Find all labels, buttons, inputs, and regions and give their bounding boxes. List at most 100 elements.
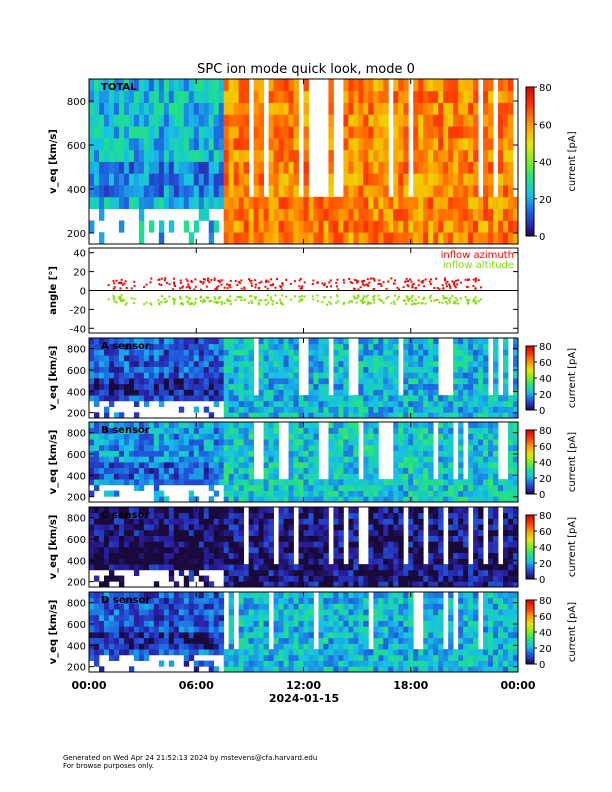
heatmap-cell	[178, 137, 185, 151]
altitude-point	[404, 303, 407, 305]
heatmap-cell	[98, 558, 105, 565]
altitude-point	[343, 301, 345, 304]
y-tick-label: 600	[67, 535, 86, 546]
heatmap-cell	[458, 196, 464, 210]
azimuth-point	[298, 285, 301, 288]
azimuth-point	[120, 281, 123, 284]
heatmap-cell	[313, 512, 319, 519]
heatmap-cell	[343, 400, 349, 407]
heatmap-cell	[283, 220, 289, 233]
heatmap-cell	[138, 433, 145, 440]
heatmap-cell	[118, 518, 125, 525]
heatmap-cell	[513, 349, 519, 356]
heatmap-cell	[178, 343, 185, 350]
heatmap-cell	[463, 484, 469, 491]
heatmap-cell	[128, 603, 135, 610]
heatmap-cell	[488, 496, 494, 503]
heatmap-cell	[258, 114, 264, 127]
heatmap-cell	[488, 552, 494, 559]
heatmap-cell	[133, 450, 140, 457]
heatmap-cell	[158, 456, 165, 463]
y-axis-label: angle [°]	[48, 266, 59, 315]
heatmap-cell	[273, 126, 279, 139]
heatmap-cell	[89, 343, 95, 350]
heatmap-cell	[103, 355, 110, 362]
heatmap-cell	[473, 220, 479, 233]
heatmap-cell	[213, 90, 220, 103]
heatmap-cell	[98, 456, 105, 463]
heatmap-cell	[193, 535, 200, 542]
heatmap-cell	[313, 412, 319, 419]
heatmap-cell	[208, 185, 215, 198]
heatmap-cell	[148, 529, 155, 536]
heatmap-cell	[493, 383, 499, 390]
heatmap-cell	[473, 389, 479, 396]
heatmap-cell	[383, 389, 389, 396]
heatmap-cell	[438, 479, 444, 486]
heatmap-cell	[443, 126, 449, 139]
altitude-point	[143, 303, 146, 306]
heatmap-cell	[253, 400, 260, 407]
heatmap-cell	[393, 102, 399, 115]
heatmap-cell	[313, 366, 319, 373]
heatmap-cell	[303, 439, 309, 446]
heatmap-cell	[168, 360, 175, 367]
heatmap-cell	[433, 581, 439, 588]
heatmap-cell	[153, 338, 160, 345]
heatmap-cell	[483, 360, 489, 367]
heatmap-cell	[193, 524, 200, 531]
heatmap-cell	[183, 360, 190, 367]
azimuth-point	[215, 288, 218, 291]
heatmap-cell	[308, 564, 314, 571]
azimuth-point	[353, 288, 356, 291]
heatmap-cell	[193, 395, 200, 402]
colorbar-tick-label: 80	[539, 342, 552, 353]
azimuth-point	[181, 285, 184, 288]
heatmap-cell	[183, 366, 190, 373]
heatmap-cell	[418, 541, 424, 548]
heatmap-cell	[148, 90, 155, 103]
heatmap-cell	[313, 406, 319, 413]
heatmap-cell	[168, 614, 175, 621]
heatmap-cell	[183, 427, 190, 434]
heatmap-cell	[313, 575, 319, 582]
heatmap-cell	[148, 456, 155, 463]
heatmap-cell	[118, 444, 125, 451]
heatmap-cell	[383, 479, 389, 486]
heatmap-cell	[178, 450, 185, 457]
heatmap-cell	[218, 529, 225, 536]
heatmap-cell	[303, 490, 309, 497]
heatmap-cell	[213, 444, 220, 451]
heatmap-cell	[418, 512, 424, 519]
heatmap-cell	[128, 349, 135, 356]
heatmap-cell	[428, 389, 434, 396]
heatmap-cell	[393, 149, 399, 162]
heatmap-cell	[118, 114, 125, 127]
heatmap-cell	[303, 126, 309, 139]
heatmap-cell	[293, 220, 299, 233]
heatmap-cell	[93, 389, 100, 396]
heatmap-cell	[198, 360, 205, 367]
heatmap-cell	[378, 581, 384, 588]
heatmap-cell	[223, 196, 230, 210]
heatmap-cell	[438, 137, 444, 151]
heatmap-cell	[128, 360, 135, 367]
heatmap-cell	[513, 355, 519, 362]
azimuth-point	[390, 277, 393, 280]
heatmap-cell	[93, 620, 100, 627]
heatmap-cell	[503, 552, 509, 559]
heatmap-cell	[243, 137, 250, 151]
heatmap-cell	[458, 490, 464, 497]
heatmap-cell	[288, 473, 294, 480]
heatmap-cell	[163, 626, 170, 633]
altitude-point	[407, 299, 410, 302]
heatmap-cell	[173, 389, 180, 396]
heatmap-cell	[248, 343, 255, 350]
heatmap-cell	[178, 626, 185, 633]
azimuth-point	[265, 279, 268, 282]
heatmap-cell	[208, 558, 215, 565]
heatmap-cell	[338, 395, 344, 402]
heatmap-cell	[93, 609, 100, 616]
azimuth-point	[200, 281, 202, 283]
heatmap-cell	[373, 185, 379, 198]
